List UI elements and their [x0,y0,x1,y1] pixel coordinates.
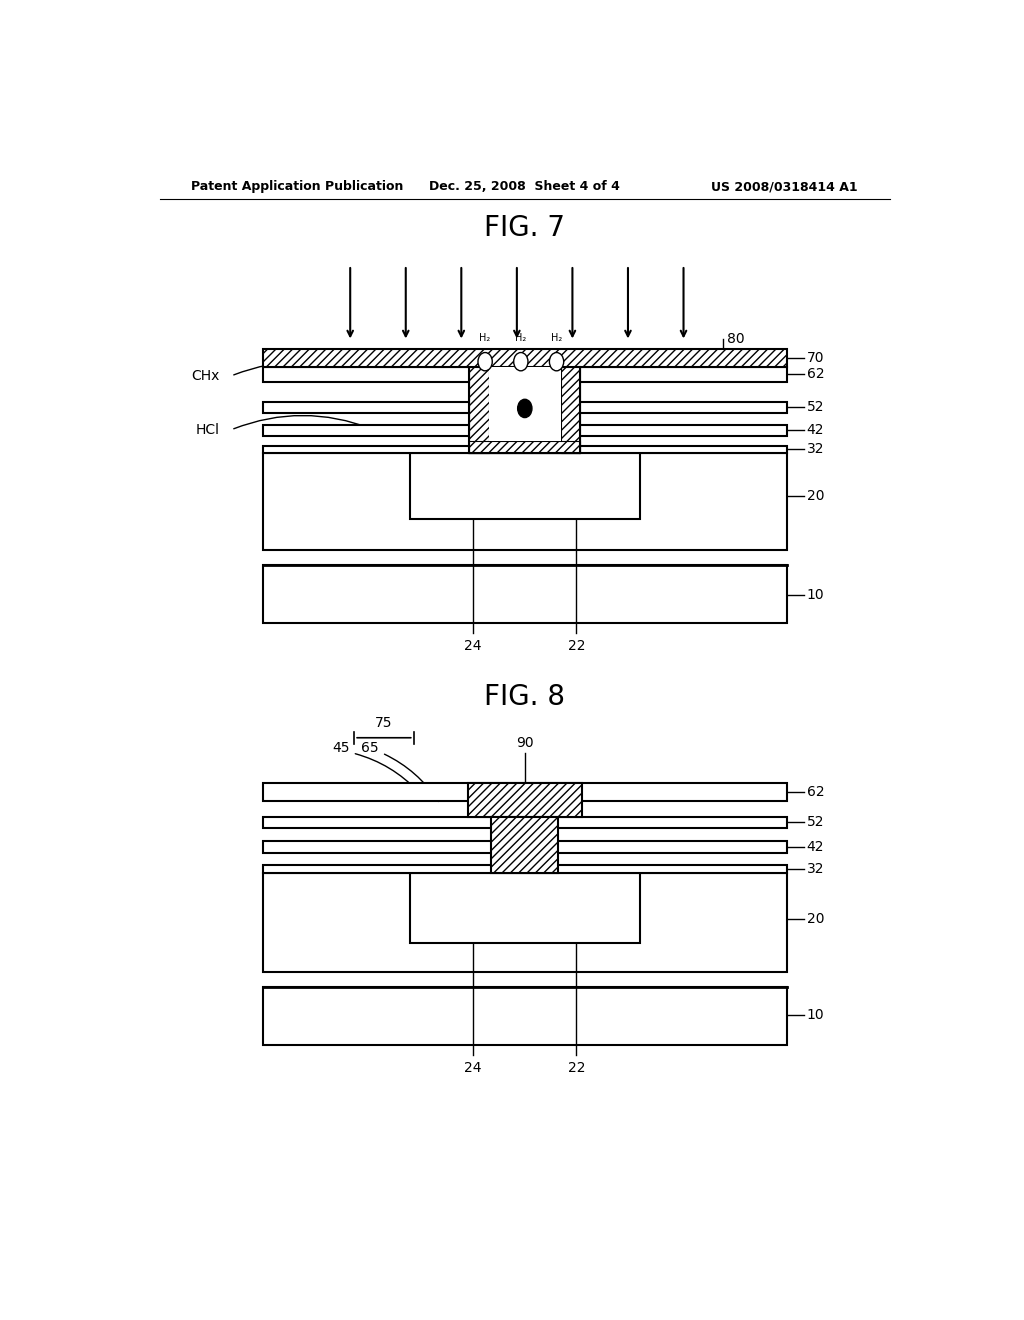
Text: 90: 90 [516,737,534,750]
Text: 70: 70 [807,351,824,364]
Bar [263,784,786,801]
Text: 10: 10 [807,589,824,602]
Bar [263,367,786,381]
Text: 62: 62 [807,784,824,799]
Text: 24: 24 [465,639,482,653]
Text: CHx: CHx [190,368,219,383]
Text: Patent Application Publication: Patent Application Publication [191,181,403,193]
Bar [263,403,786,412]
Text: 52: 52 [807,400,824,414]
Bar [410,453,640,519]
Text: 10: 10 [807,1008,824,1022]
Bar [492,817,558,873]
Circle shape [478,352,493,371]
Text: FIG. 8: FIG. 8 [484,682,565,711]
Text: 80: 80 [727,333,744,346]
Text: 42: 42 [807,840,824,854]
Circle shape [550,352,563,371]
Text: H₂: H₂ [515,334,526,343]
Text: 32: 32 [807,862,824,876]
Bar [469,367,489,453]
Text: Dec. 25, 2008  Sheet 4 of 4: Dec. 25, 2008 Sheet 4 of 4 [429,181,621,193]
Bar [468,784,582,817]
Text: 75: 75 [375,715,392,730]
Text: 42: 42 [807,422,824,437]
Text: 22: 22 [567,1061,585,1074]
Circle shape [518,399,531,417]
Text: 32: 32 [807,442,824,457]
Text: H₂: H₂ [479,334,490,343]
Text: 20: 20 [807,912,824,925]
Bar [263,446,786,453]
Bar [263,425,786,436]
Text: HCl: HCl [196,422,219,437]
Text: FIG. 7: FIG. 7 [484,214,565,242]
Bar [263,453,786,549]
Bar [263,865,786,873]
Text: 22: 22 [567,639,585,653]
Text: 20: 20 [807,488,824,503]
Bar [263,350,786,367]
Circle shape [514,352,528,371]
Bar [469,441,581,453]
Bar [560,367,581,453]
Bar [263,873,786,972]
Bar [410,873,640,942]
Bar [469,367,581,453]
Text: 52: 52 [807,816,824,829]
Bar [263,817,786,828]
Bar [263,841,786,853]
Text: 24: 24 [465,1061,482,1074]
Text: 45: 45 [332,741,349,755]
Bar [263,987,786,1044]
Text: 65: 65 [361,741,379,755]
Bar [489,367,560,441]
Text: 62: 62 [807,367,824,381]
Text: H₂: H₂ [551,334,562,343]
Bar [263,565,786,623]
Text: US 2008/0318414 A1: US 2008/0318414 A1 [712,181,858,193]
